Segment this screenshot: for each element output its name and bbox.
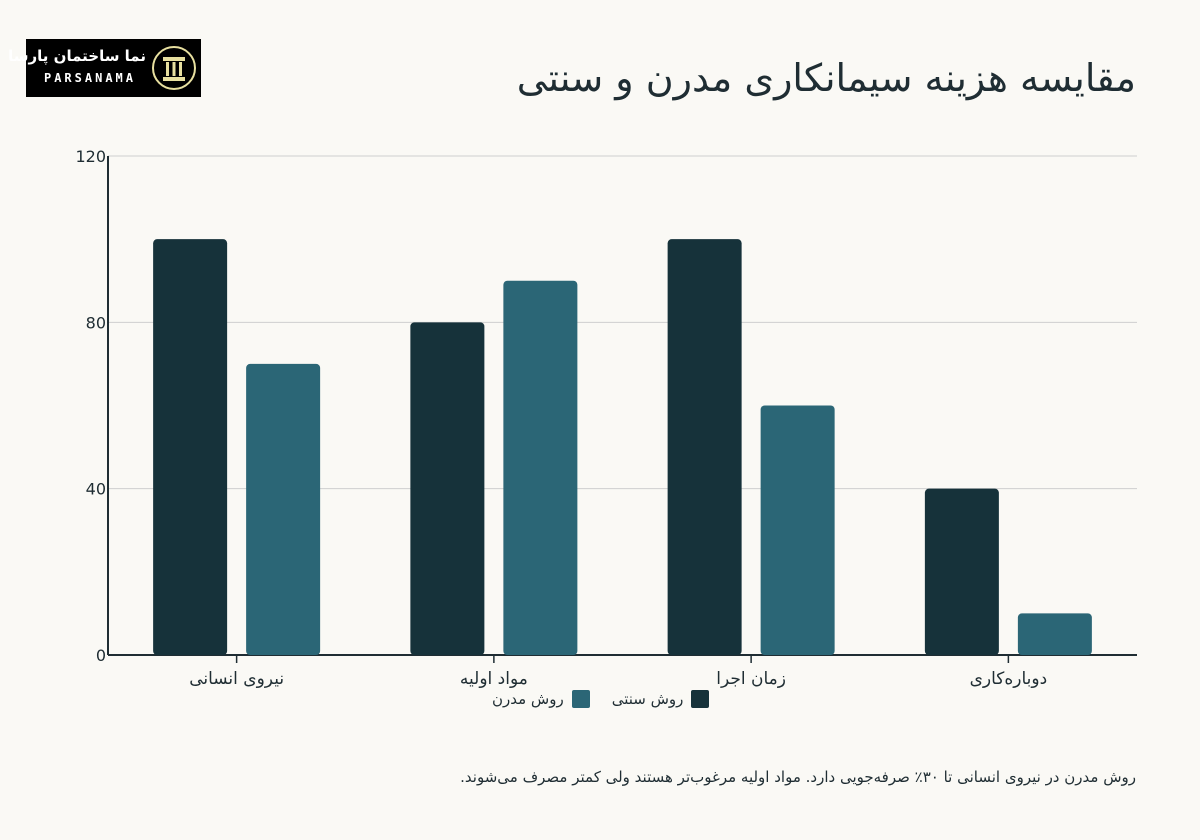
y-tick-label: 40: [86, 480, 106, 499]
legend-swatch-traditional: [691, 690, 710, 708]
chart-title: مقایسه هزینه سیمانکاری مدرن و سنتی: [516, 56, 1136, 100]
bar-traditional-0: [153, 239, 228, 655]
column-pillar-icon: [152, 46, 196, 90]
logo-name-fa: نما ساختمان پارسا: [8, 47, 146, 65]
bar-traditional-1: [410, 322, 485, 655]
legend-swatch-modern: [571, 690, 590, 708]
legend-item-modern: روش مدرن: [492, 690, 590, 708]
category-label: زمان اجرا: [716, 669, 786, 689]
category-label: نیروی انسانی: [189, 669, 284, 689]
bar-traditional-3: [924, 488, 999, 655]
legend-item-traditional: روش سنتی: [612, 690, 710, 708]
y-tick-label: 120: [75, 147, 106, 166]
brand-logo: نما ساختمان پارسا PARSANAMA: [8, 39, 201, 97]
chart-caption: روش مدرن در نیروی انسانی تا ۳۰٪ صرفه‌جوی…: [460, 768, 1136, 786]
bar-traditional-2: [667, 239, 742, 655]
logo-name-en: PARSANAMA: [43, 71, 137, 85]
bar-modern-3: [1017, 613, 1092, 655]
category-label: مواد اولیه: [460, 669, 528, 689]
bar-modern-0: [246, 363, 321, 655]
category-label: دوباره‌کاری: [970, 669, 1048, 689]
bar-modern-2: [760, 405, 835, 655]
chart-legend: روش سنتی روش مدرن: [470, 688, 710, 710]
legend-label-traditional: روش سنتی: [611, 690, 684, 708]
y-tick-label: 80: [86, 313, 106, 332]
y-tick-label: 0: [96, 646, 106, 665]
bar-modern-1: [503, 280, 578, 655]
legend-label-modern: روش مدرن: [492, 690, 564, 708]
